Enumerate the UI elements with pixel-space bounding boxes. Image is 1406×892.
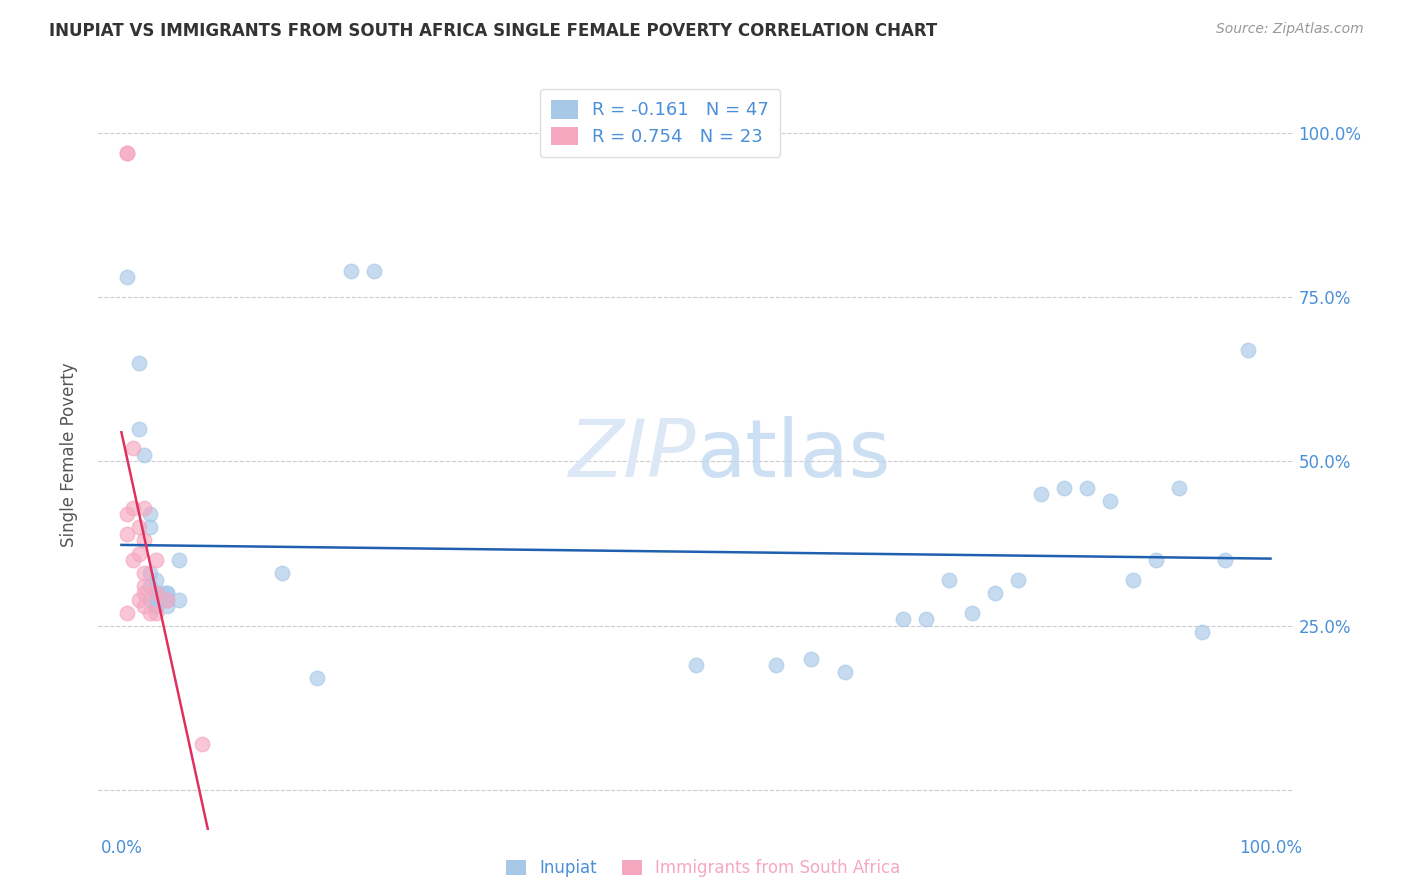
Point [1029, 487, 1052, 501]
Point [139, 579, 162, 593]
Point [128, 422, 150, 436]
Point [145, 606, 167, 620]
Point [891, 612, 914, 626]
Point [145, 586, 167, 600]
Point [1167, 481, 1189, 495]
Point [134, 448, 156, 462]
Point [145, 586, 167, 600]
Point [134, 566, 156, 581]
Text: Source: ZipAtlas.com: Source: ZipAtlas.com [1216, 22, 1364, 37]
Point [139, 606, 162, 620]
Point [122, 500, 145, 515]
Point [145, 599, 167, 613]
Point [765, 658, 787, 673]
Point [134, 500, 156, 515]
Point [128, 520, 150, 534]
Point [938, 573, 960, 587]
Point [914, 612, 936, 626]
Point [1236, 343, 1258, 357]
Point [156, 592, 179, 607]
Point [145, 592, 167, 607]
Legend: R = -0.161   N = 47, R = 0.754   N = 23: R = -0.161 N = 47, R = 0.754 N = 23 [540, 89, 780, 157]
Point [834, 665, 856, 679]
Point [134, 579, 156, 593]
Point [1144, 553, 1167, 567]
Point [150, 592, 173, 607]
Point [960, 606, 983, 620]
Point [984, 586, 1007, 600]
Point [115, 270, 138, 285]
Point [156, 586, 179, 600]
Point [145, 599, 167, 613]
Point [305, 672, 328, 686]
Point [139, 566, 162, 581]
Point [1191, 625, 1213, 640]
Point [145, 586, 167, 600]
Text: atlas: atlas [696, 416, 890, 494]
Point [1213, 553, 1236, 567]
Point [139, 592, 162, 607]
Point [167, 592, 190, 607]
Point [800, 651, 823, 665]
Point [1053, 481, 1076, 495]
Point [167, 553, 190, 567]
Point [1098, 494, 1121, 508]
Point [145, 553, 167, 567]
Point [271, 566, 294, 581]
Point [115, 526, 138, 541]
Point [191, 737, 214, 751]
Point [1122, 573, 1144, 587]
Point [363, 264, 385, 278]
Point [115, 145, 138, 160]
Legend: Inupiat, Immigrants from South Africa: Inupiat, Immigrants from South Africa [499, 853, 907, 884]
Point [340, 264, 363, 278]
Point [685, 658, 707, 673]
Text: INUPIAT VS IMMIGRANTS FROM SOUTH AFRICA SINGLE FEMALE POVERTY CORRELATION CHART: INUPIAT VS IMMIGRANTS FROM SOUTH AFRICA … [49, 22, 938, 40]
Point [139, 520, 162, 534]
Y-axis label: Single Female Poverty: Single Female Poverty [59, 363, 77, 547]
Point [139, 507, 162, 521]
Point [1007, 573, 1029, 587]
Point [134, 533, 156, 548]
Point [150, 586, 173, 600]
Point [128, 592, 150, 607]
Point [156, 599, 179, 613]
Point [134, 599, 156, 613]
Point [134, 586, 156, 600]
Point [156, 592, 179, 607]
Point [115, 507, 138, 521]
Point [122, 553, 145, 567]
Text: ZIP: ZIP [568, 416, 696, 494]
Point [128, 356, 150, 370]
Point [115, 606, 138, 620]
Point [156, 586, 179, 600]
Point [145, 573, 167, 587]
Point [122, 442, 145, 456]
Point [1076, 481, 1098, 495]
Point [128, 547, 150, 561]
Point [115, 145, 138, 160]
